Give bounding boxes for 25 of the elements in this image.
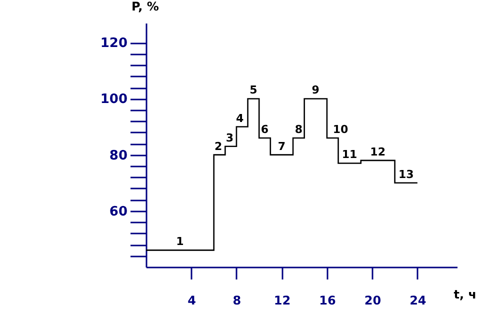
annotation: 12 xyxy=(370,145,386,158)
y-tick-label: 60 xyxy=(109,204,128,220)
annotation: 7 xyxy=(278,140,286,153)
annotation: 11 xyxy=(342,148,358,162)
annotation: 1 xyxy=(176,235,184,248)
annotation: 6 xyxy=(260,122,269,136)
annotation: 9 xyxy=(312,84,320,97)
y-tick-label: 120 xyxy=(100,36,128,52)
annotation: 2 xyxy=(214,140,222,153)
annotation: 8 xyxy=(294,122,302,136)
annotation: 3 xyxy=(226,131,234,144)
x-tick-label: 12 xyxy=(274,294,291,308)
annotation: 13 xyxy=(398,168,414,181)
x-tick-label: 20 xyxy=(364,294,382,308)
x-tick-label: 4 xyxy=(188,294,196,308)
annotation: 4 xyxy=(236,112,244,125)
x-tick-label: 8 xyxy=(232,294,242,308)
y-axis-title: P, % xyxy=(132,0,159,14)
y-tick-label: 100 xyxy=(100,92,128,108)
x-tick-label: 16 xyxy=(319,294,336,308)
annotation: 5 xyxy=(250,84,258,97)
x-axis-title: t, ч xyxy=(454,288,476,302)
y-tick-label: 80 xyxy=(109,148,128,164)
x-tick-label: 24 xyxy=(410,294,426,308)
annotation: 10 xyxy=(332,122,349,136)
